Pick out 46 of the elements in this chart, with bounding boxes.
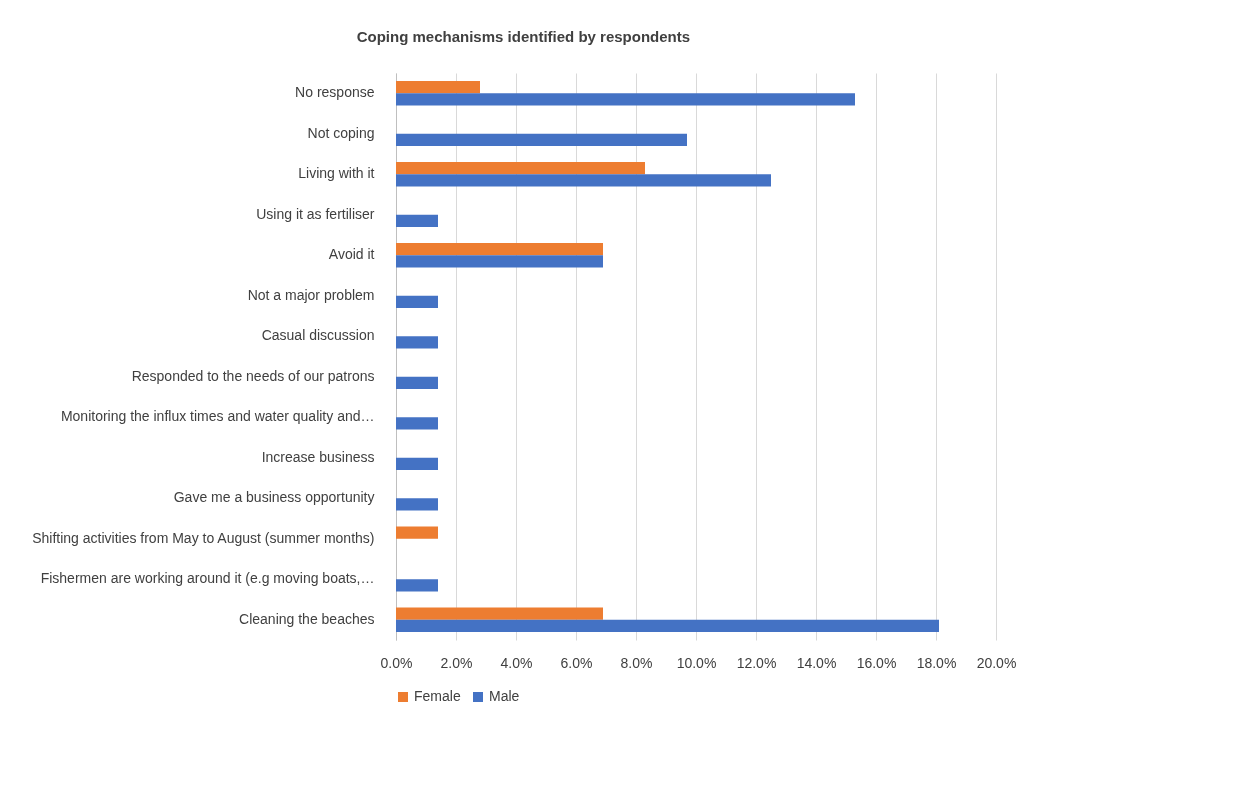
x-tick-label: 6.0%	[560, 654, 593, 671]
x-tick-label: 18.0%	[916, 654, 957, 671]
x-tick-label: 10.0%	[676, 654, 717, 671]
bar	[396, 619, 939, 632]
y-tick-label: Shifting activities from May to August (summer months)	[32, 529, 375, 546]
bar	[396, 243, 603, 256]
legend-label: Female	[414, 688, 461, 704]
y-tick-label: No response	[295, 84, 375, 101]
x-tick-label: 12.0%	[736, 654, 777, 671]
y-tick-label: Gave me a business opportunity	[173, 489, 375, 506]
y-tick-label: Using it as fertiliser	[256, 205, 375, 222]
bar	[396, 214, 438, 227]
bar	[396, 376, 438, 389]
y-tick-label: Increase business	[261, 448, 375, 465]
bar	[396, 526, 438, 539]
y-tick-label: Living with it	[298, 165, 375, 182]
y-tick-label: Cleaning the beaches	[239, 610, 375, 627]
bar	[396, 295, 438, 308]
y-tick-label: Not a major problem	[247, 286, 375, 303]
bar	[396, 498, 438, 511]
x-tick-label: 14.0%	[796, 654, 837, 671]
y-tick-label: Monitoring the influx times and water quality and…	[60, 408, 375, 425]
bar	[396, 579, 438, 592]
y-tick-label: Responded to the needs of our patrons	[131, 367, 375, 384]
bar	[396, 255, 603, 268]
x-tick-label: 0.0%	[380, 654, 413, 671]
bar	[396, 336, 438, 349]
y-tick-label: Casual discussion	[261, 327, 375, 344]
legend-label: Male	[489, 688, 520, 704]
bar	[396, 133, 687, 146]
bar	[396, 162, 645, 175]
chart-title: Coping mechanisms identified by respondents	[356, 28, 691, 45]
y-tick-label: Fishermen are working around it (e.g moving boats,…	[40, 570, 375, 587]
bar	[396, 417, 438, 430]
bar	[396, 93, 855, 106]
bar	[396, 81, 480, 94]
y-tick-label: Not coping	[307, 124, 375, 141]
x-tick-label: 20.0%	[976, 654, 1017, 671]
bar	[396, 457, 438, 470]
bar	[396, 174, 771, 187]
bar	[396, 607, 603, 620]
x-tick-label: 4.0%	[500, 654, 533, 671]
x-tick-label: 16.0%	[856, 654, 897, 671]
x-tick-label: 8.0%	[620, 654, 653, 671]
x-tick-label: 2.0%	[440, 654, 473, 671]
y-tick-label: Avoid it	[328, 246, 375, 263]
